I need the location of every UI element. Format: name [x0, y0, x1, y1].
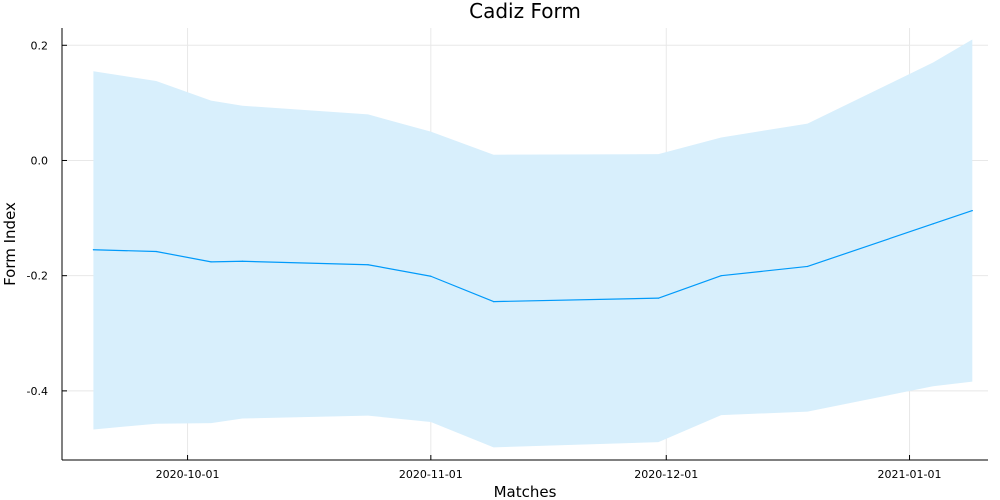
data-point	[155, 250, 157, 253]
chart-title: Cadiz Form	[469, 0, 581, 23]
data-point	[720, 275, 722, 277]
data-point	[367, 264, 369, 266]
y-tick-label: 0.2	[31, 39, 49, 52]
y-axis-label: Form Index	[1, 202, 19, 286]
y-tick-labels: 0.2 0.0 -0.2 -0.4	[27, 39, 67, 398]
data-point	[806, 265, 809, 268]
y-tick-label: -0.2	[27, 270, 48, 283]
series-lines	[92, 209, 973, 303]
axes	[61, 28, 988, 461]
x-tick-label: 2020-12-01	[634, 468, 698, 481]
data-point	[657, 297, 660, 299]
data-point	[932, 223, 934, 225]
data-point	[92, 249, 94, 251]
form-index-line	[93, 210, 973, 303]
y-tick-label: 0.0	[31, 154, 49, 167]
x-tick-label: 2020-10-01	[156, 468, 220, 481]
x-axis-label: Matches	[494, 483, 557, 500]
data-point	[210, 261, 212, 263]
x-tick-label: 2021-01-01	[878, 468, 942, 481]
confidence-band-area	[93, 39, 973, 448]
confidence-band	[93, 39, 973, 448]
data-point	[971, 209, 973, 212]
data-point	[493, 301, 495, 303]
data-point	[241, 260, 244, 262]
y-tick-label: -0.4	[27, 385, 48, 398]
x-tick-label: 2020-11-01	[399, 468, 463, 481]
x-tick-labels: 2020-10-01 2020-11-01 2020-12-01 2021-01-01	[156, 455, 942, 481]
data-point	[430, 275, 432, 277]
